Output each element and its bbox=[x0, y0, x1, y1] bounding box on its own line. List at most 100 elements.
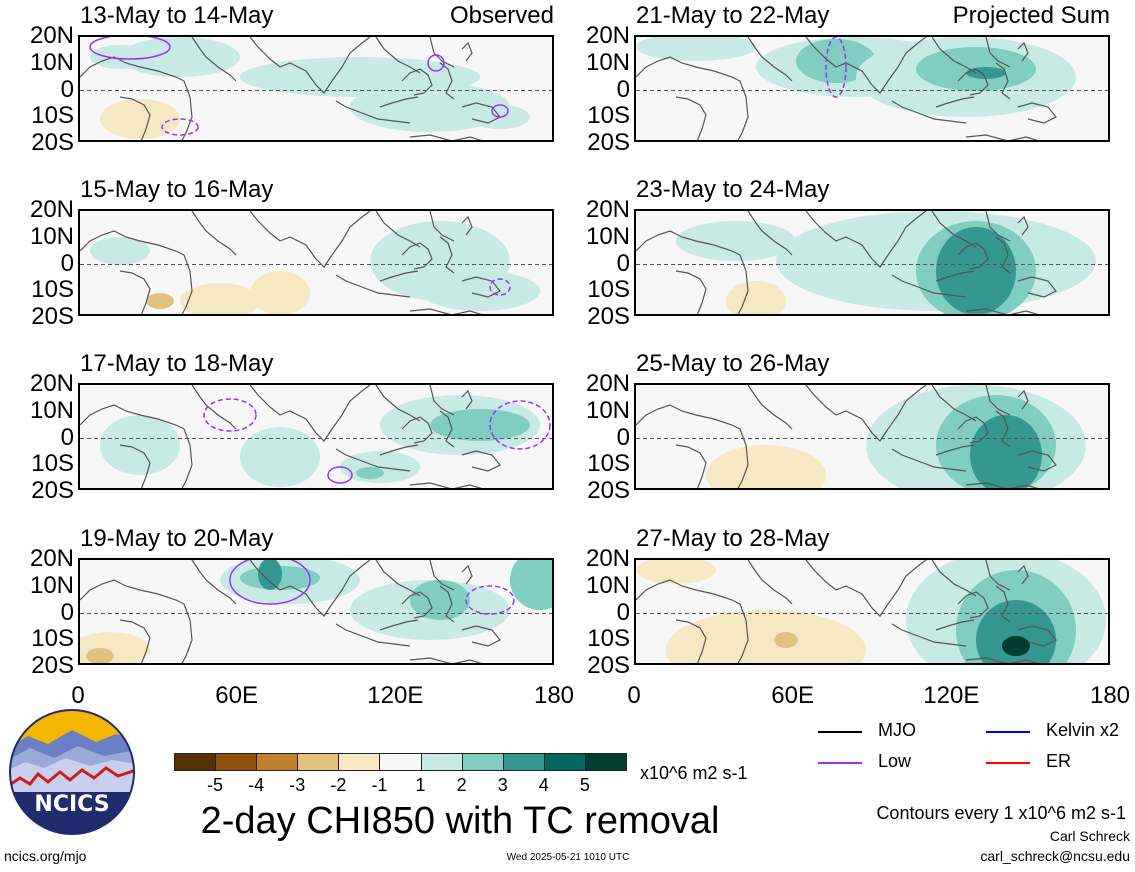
lat-tick-label: 0 bbox=[60, 75, 74, 103]
email[interactable]: carl_schreck@ncsu.edu bbox=[980, 848, 1130, 864]
coastline bbox=[675, 619, 707, 663]
lon-tick-label: 120E bbox=[367, 682, 424, 709]
map-panel-right-1 bbox=[634, 35, 1110, 142]
coastline bbox=[439, 585, 455, 623]
anomaly-shading bbox=[90, 237, 150, 265]
anomaly-shading bbox=[90, 45, 150, 69]
lat-tick-label: 10S bbox=[31, 102, 74, 130]
colorbar-label: 2 bbox=[456, 775, 467, 795]
coastline bbox=[957, 416, 989, 444]
anomaly-shading bbox=[86, 648, 114, 663]
coastline bbox=[119, 96, 151, 140]
anomaly-shading bbox=[706, 445, 826, 488]
coastline bbox=[379, 444, 419, 456]
lat-tick-label: 10N bbox=[29, 571, 74, 599]
coastline bbox=[1017, 41, 1029, 62]
lat-tick-label: 0 bbox=[616, 75, 630, 103]
coastline bbox=[935, 96, 975, 108]
coastline bbox=[409, 482, 483, 488]
colorbar-units: x10^6 m2 s-1 bbox=[640, 763, 748, 783]
anomaly-shading bbox=[146, 293, 174, 309]
anomaly-shading bbox=[258, 560, 282, 590]
lat-tick-label: 10S bbox=[587, 625, 630, 653]
lat-tick-label: 20N bbox=[585, 370, 630, 397]
coastline bbox=[995, 410, 1011, 448]
coastline bbox=[957, 591, 989, 619]
anomaly-shading bbox=[250, 271, 310, 314]
colorbar-label: 1 bbox=[415, 775, 426, 795]
colorbar-swatch bbox=[379, 753, 422, 771]
coastline bbox=[335, 274, 411, 298]
anomaly-shading bbox=[796, 39, 876, 83]
anomaly-shading bbox=[180, 283, 260, 314]
lat-tick-label: 20S bbox=[587, 652, 630, 679]
lat-tick-label: 0 bbox=[60, 249, 74, 277]
coastline bbox=[409, 657, 483, 663]
coastline bbox=[80, 579, 193, 663]
coastline bbox=[191, 385, 237, 430]
coastline bbox=[931, 385, 977, 422]
coastline bbox=[429, 211, 455, 242]
coastline bbox=[935, 270, 975, 282]
coastline bbox=[985, 560, 1011, 591]
coastline bbox=[379, 96, 419, 108]
map-panel-left-1 bbox=[78, 35, 554, 142]
coastline bbox=[191, 37, 237, 82]
panel-title: 23-May to 24-May bbox=[636, 176, 830, 203]
lon-tick-label: 0 bbox=[627, 682, 641, 709]
lat-tick-label: 20S bbox=[31, 477, 74, 504]
anomaly-shading bbox=[966, 67, 1006, 79]
coastline bbox=[461, 564, 473, 585]
coastline bbox=[995, 236, 1011, 274]
map-svg bbox=[636, 211, 1108, 314]
coastline bbox=[1017, 102, 1057, 124]
lon-tick-label: 180 bbox=[1089, 682, 1131, 709]
logo-text: NCICS bbox=[34, 792, 110, 817]
coastline bbox=[675, 444, 707, 488]
anomaly-shading bbox=[976, 600, 1056, 663]
lon-tick-label: 60E bbox=[215, 682, 258, 709]
coastline bbox=[375, 37, 421, 74]
panel-title: 17-May to 18-May bbox=[80, 350, 274, 377]
coastline bbox=[931, 37, 977, 74]
coastline bbox=[249, 385, 371, 442]
anomaly-shading bbox=[410, 580, 470, 620]
map-svg bbox=[80, 560, 552, 663]
coastline bbox=[957, 242, 989, 270]
lat-tick-label: 10N bbox=[585, 48, 630, 76]
colorbar-swatch bbox=[338, 753, 381, 771]
lat-tick-label: 20S bbox=[31, 652, 74, 679]
coastline bbox=[1017, 276, 1057, 298]
coastline bbox=[401, 68, 433, 96]
coastline bbox=[119, 444, 151, 488]
lon-tick-label: 120E bbox=[923, 682, 980, 709]
coastline bbox=[401, 591, 433, 619]
timestamp: Wed 2025-05-21 1010 UTC bbox=[506, 852, 630, 863]
coastline bbox=[335, 623, 411, 647]
coastline bbox=[80, 230, 193, 314]
panel-title: 15-May to 16-May bbox=[80, 176, 274, 203]
coastline bbox=[80, 404, 193, 488]
panel-note: Observed bbox=[449, 2, 554, 29]
lat-tick-label: 20S bbox=[31, 129, 74, 156]
map-panel-left-4 bbox=[78, 558, 554, 665]
lat-tick-label: 20N bbox=[29, 370, 74, 397]
coastline bbox=[636, 56, 749, 140]
map-panel-right-4 bbox=[634, 558, 1110, 665]
coastline bbox=[80, 56, 193, 140]
lat-tick-label: 20N bbox=[29, 196, 74, 223]
low-contour bbox=[825, 37, 847, 98]
colorbar-swatch bbox=[502, 753, 545, 771]
site-link[interactable]: ncics.org/mjo bbox=[4, 848, 87, 864]
legend-kelvin-line bbox=[986, 731, 1030, 733]
coastline bbox=[1017, 215, 1029, 236]
coastline bbox=[957, 68, 989, 96]
coastline bbox=[119, 270, 151, 314]
colorbar-label: -5 bbox=[207, 775, 224, 795]
colorbar: -5 -4 -3 -2 -1 1 2 3 4 5 bbox=[174, 753, 627, 797]
anomaly-shading bbox=[774, 632, 798, 648]
coastline bbox=[335, 100, 411, 124]
coastline bbox=[401, 242, 433, 270]
lat-tick-label: 10N bbox=[585, 571, 630, 599]
coastline bbox=[375, 211, 421, 248]
